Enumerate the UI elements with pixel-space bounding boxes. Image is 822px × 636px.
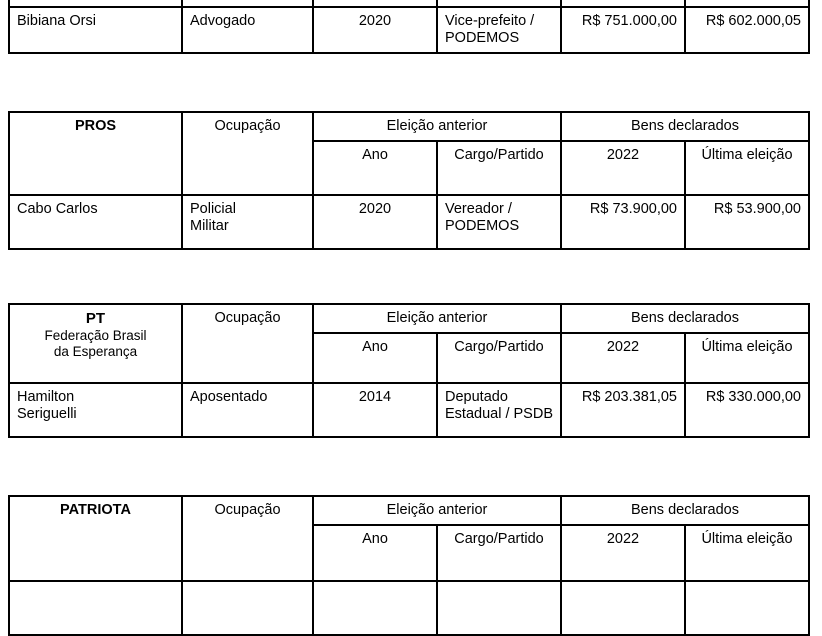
office-party-line2: PODEMOS bbox=[445, 30, 520, 46]
header-declared-assets: Bens declarados bbox=[560, 111, 810, 142]
party-name-cell bbox=[8, 0, 183, 8]
table-header-row: PROS Ocupação Eleição anterior Bens decl… bbox=[8, 111, 810, 196]
table-subheader-row: Ano Cargo/Partido 2022 Última eleição bbox=[9, 332, 810, 384]
party-name-cell: PROS bbox=[8, 111, 183, 196]
subheader-assets-2022: 2022 bbox=[560, 140, 686, 196]
subheader-assets-2022: 2022 bbox=[560, 332, 686, 384]
header-previous-election: Eleição anterior bbox=[312, 303, 562, 334]
subheader-assets-2022: 2022 bbox=[560, 524, 686, 582]
subheader-office-party: Cargo/Partido bbox=[436, 0, 562, 8]
header-declared-assets: Bens declarados bbox=[560, 303, 810, 334]
candidate-year: 2014 bbox=[312, 382, 438, 438]
candidate-name: Cabo Carlos bbox=[8, 194, 183, 250]
subheader-office-party: Cargo/Partido bbox=[436, 524, 562, 582]
candidate-name-line2: Seriguelli bbox=[17, 406, 77, 422]
subheader-year: Ano bbox=[312, 140, 438, 196]
office-party-line2: PODEMOS bbox=[445, 218, 520, 234]
table-row: Hamilton Seriguelli Aposentado 2014 Depu… bbox=[8, 382, 810, 438]
candidate-office-party: Vice-prefeito / PODEMOS bbox=[436, 6, 562, 54]
header-occupation: Ocupação bbox=[181, 495, 314, 582]
party-table-clipped-top: Ocupação Eleição anterior Bens declarado… bbox=[8, 0, 810, 54]
subheader-office-party: Cargo/Partido bbox=[436, 332, 562, 384]
subheader-assets-2022: 2022 bbox=[560, 0, 686, 8]
candidate-office-party: Deputado Estadual / PSDB bbox=[436, 382, 562, 438]
candidate-assets-last: R$ 53.900,00 bbox=[684, 194, 810, 250]
party-name-cell: PATRIOTA bbox=[8, 495, 183, 582]
candidate-assets-last bbox=[684, 580, 810, 636]
office-party-line1: Vereador / bbox=[445, 201, 512, 217]
candidate-name bbox=[8, 580, 183, 636]
party-sub-line2: da Esperança bbox=[53, 344, 138, 359]
document-page: Ocupação Eleição anterior Bens declarado… bbox=[8, 0, 810, 636]
table-header-row: PATRIOTA Ocupação Eleição anterior Bens … bbox=[8, 495, 810, 582]
party-table-pros: PROS Ocupação Eleição anterior Bens decl… bbox=[8, 111, 810, 250]
subheader-year: Ano bbox=[312, 0, 438, 8]
candidate-office-party: Vereador / PODEMOS bbox=[436, 194, 562, 250]
header-occupation: Ocupação bbox=[181, 111, 314, 196]
header-previous-election: Eleição anterior bbox=[312, 495, 562, 526]
candidate-assets-2022: R$ 73.900,00 bbox=[560, 194, 686, 250]
candidate-assets-2022: R$ 203.381,05 bbox=[560, 382, 686, 438]
party-name-cell: PT Federação Brasil da Esperança bbox=[8, 303, 183, 384]
candidate-assets-last: R$ 330.000,00 bbox=[684, 382, 810, 438]
header-previous-election: Eleição anterior bbox=[312, 111, 562, 142]
candidate-occupation: Advogado bbox=[181, 6, 314, 54]
candidate-assets-2022: R$ 751.000,00 bbox=[560, 6, 686, 54]
table-subheader-row: Ano Cargo/Partido 2022 Última eleição bbox=[9, 0, 810, 8]
header-occupation: Ocupação bbox=[181, 0, 314, 8]
table-subheader-row: Ano Cargo/Partido 2022 Última eleição bbox=[9, 524, 810, 582]
candidate-assets-last: R$ 602.000,05 bbox=[684, 6, 810, 54]
office-party-line2: Estadual / PSDB bbox=[445, 406, 553, 422]
party-name: PT bbox=[85, 310, 106, 327]
office-party-line1: Deputado bbox=[445, 389, 508, 405]
table-row bbox=[8, 580, 810, 636]
subheader-assets-last: Última eleição bbox=[684, 332, 810, 384]
candidate-year: 2020 bbox=[312, 6, 438, 54]
candidate-occupation bbox=[181, 580, 314, 636]
subheader-year: Ano bbox=[312, 524, 438, 582]
subheader-office-party: Cargo/Partido bbox=[436, 140, 562, 196]
table-row: Bibiana Orsi Advogado 2020 Vice-prefeito… bbox=[8, 6, 810, 54]
candidate-year: 2020 bbox=[312, 194, 438, 250]
candidate-name: Hamilton Seriguelli bbox=[8, 382, 183, 438]
table-row: Cabo Carlos Policial Militar 2020 Veread… bbox=[8, 194, 810, 250]
party-sub-line1: Federação Brasil bbox=[44, 328, 147, 343]
table-header-row: PT Federação Brasil da Esperança Ocupaçã… bbox=[8, 303, 810, 384]
subheader-assets-last: Última eleição bbox=[684, 524, 810, 582]
table-subheader-row: Ano Cargo/Partido 2022 Última eleição bbox=[9, 140, 810, 196]
candidate-name-line1: Hamilton bbox=[17, 389, 75, 405]
candidate-occupation: Policial Militar bbox=[181, 194, 314, 250]
party-table-patriota: PATRIOTA Ocupação Eleição anterior Bens … bbox=[8, 495, 810, 636]
header-occupation: Ocupação bbox=[181, 303, 314, 384]
candidate-year bbox=[312, 580, 438, 636]
header-declared-assets: Bens declarados bbox=[560, 495, 810, 526]
subheader-assets-last: Última eleição bbox=[684, 0, 810, 8]
subheader-year: Ano bbox=[312, 332, 438, 384]
candidate-office-party bbox=[436, 580, 562, 636]
occupation-line1: Policial bbox=[190, 201, 236, 217]
candidate-occupation: Aposentado bbox=[181, 382, 314, 438]
candidate-name: Bibiana Orsi bbox=[8, 6, 183, 54]
office-party-line1: Vice-prefeito / bbox=[445, 13, 535, 29]
subheader-assets-last: Última eleição bbox=[684, 140, 810, 196]
occupation-line2: Militar bbox=[190, 218, 229, 234]
candidate-assets-2022 bbox=[560, 580, 686, 636]
party-table-pt: PT Federação Brasil da Esperança Ocupaçã… bbox=[8, 303, 810, 438]
